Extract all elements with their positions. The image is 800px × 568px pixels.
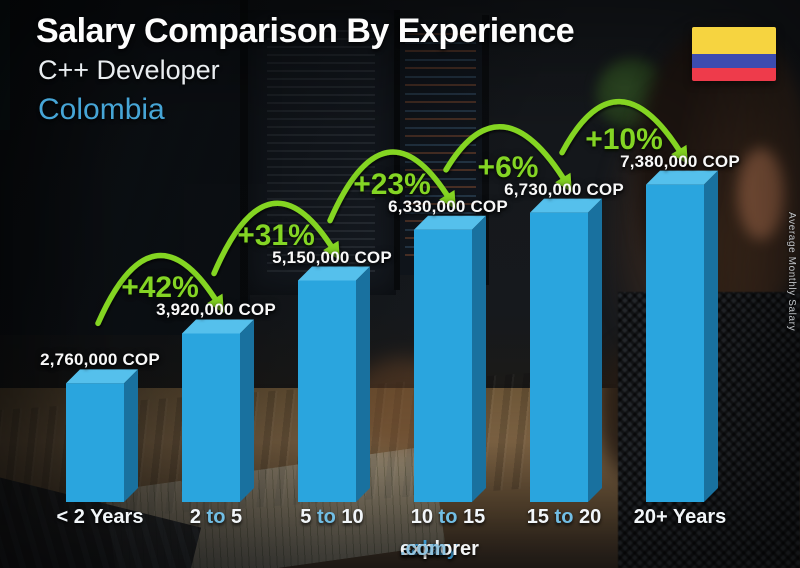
y-axis-caption: Average Monthly Salary	[786, 212, 797, 332]
category-label: < 2 Years	[56, 506, 144, 528]
bar-side-face	[472, 215, 486, 502]
bar-front-face	[530, 212, 588, 503]
bar-front-face	[414, 229, 472, 502]
bar-value-label: 7,380,000 COP	[620, 151, 740, 171]
bar-value-label: 3,920,000 COP	[156, 300, 276, 320]
percent-change-label: +31%	[237, 218, 315, 252]
category-label: 5 to 10	[300, 506, 364, 528]
category-to-word: to	[316, 506, 336, 528]
category-label: 10 to 15	[410, 506, 486, 528]
job-title: C++ Developer	[38, 55, 220, 85]
bar-value-label: 6,330,000 COP	[388, 196, 508, 216]
bar-top-face	[66, 369, 138, 384]
flag-stripe-blue	[692, 54, 776, 68]
percent-change-label: +10%	[585, 122, 663, 156]
increase-arrow	[327, 149, 453, 224]
category-to-word: to	[438, 506, 458, 528]
category-to-word: to	[206, 506, 226, 528]
colombia-flag-icon	[692, 27, 776, 81]
category-to-word: to	[554, 506, 574, 528]
bar-top-face	[298, 266, 370, 281]
bar-front-face	[182, 333, 240, 502]
bar-front-face	[298, 280, 356, 502]
bar-top-face	[182, 319, 254, 334]
increase-arrow	[559, 99, 685, 158]
wordmark-salary: salary	[400, 538, 458, 560]
category-label: 2 to 5	[189, 506, 243, 528]
bar-top-face	[646, 170, 718, 185]
increase-arrowhead	[439, 189, 456, 210]
increase-arrowhead	[207, 293, 224, 313]
bar-side-face	[124, 369, 138, 502]
bar-value-label: 6,730,000 COP	[504, 179, 624, 199]
bar-side-face	[240, 319, 254, 502]
wordmark-explorer: explorer	[400, 538, 479, 560]
increase-arrow	[95, 252, 221, 327]
bar-front-face	[66, 383, 124, 502]
increase-arrowhead	[671, 144, 688, 165]
category-label: 15 to 20	[526, 506, 602, 528]
flag-stripe-red	[692, 67, 776, 81]
wordmark-com: .com	[400, 538, 447, 560]
bar-front-face	[646, 184, 704, 502]
category-label: 20+ Years	[633, 506, 727, 528]
bar-side-face	[588, 198, 602, 503]
bar-side-face	[356, 266, 370, 502]
percent-change-label: +42%	[121, 271, 199, 305]
bar-side-face	[704, 170, 718, 502]
percent-change-label: +23%	[353, 167, 431, 201]
bar-top-face	[414, 215, 486, 230]
increase-arrow	[211, 200, 337, 277]
increase-arrowhead	[555, 172, 572, 192]
bar-value-label: 2,760,000 COP	[40, 350, 160, 370]
percent-change-label: +6%	[477, 150, 539, 184]
flag-stripe-yellow	[692, 27, 776, 54]
increase-arrow	[443, 124, 569, 186]
increase-arrowhead	[323, 240, 340, 260]
bar-top-face	[530, 198, 602, 213]
bar-value-label: 5,150,000 COP	[272, 247, 392, 267]
country-name: Colombia	[38, 93, 165, 126]
page-title: Salary Comparison By Experience	[36, 12, 575, 50]
